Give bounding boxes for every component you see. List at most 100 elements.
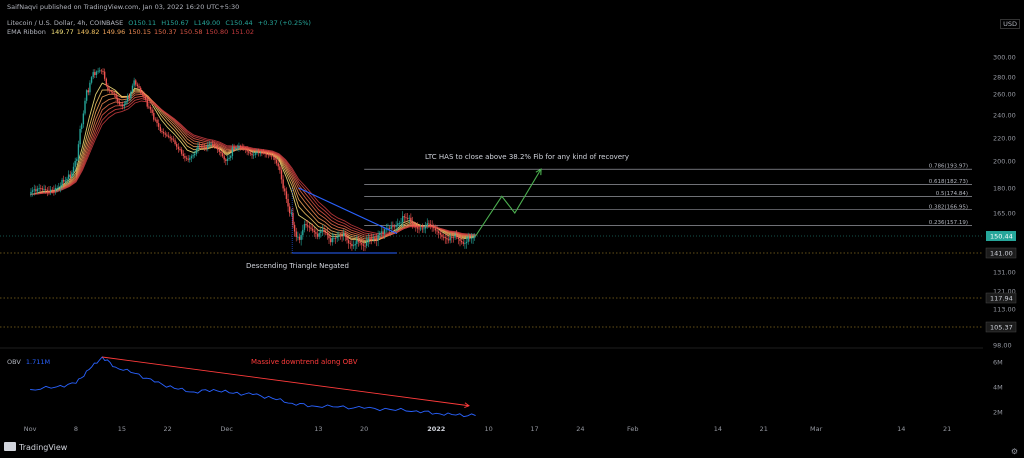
candle-body	[105, 78, 107, 86]
close-value: C150.44	[225, 19, 253, 27]
candle-body	[251, 153, 253, 156]
candle-body	[421, 228, 424, 230]
candle-body	[415, 226, 417, 228]
ema-value: 149.82	[76, 28, 100, 36]
candle-body	[169, 136, 171, 139]
support-level-badge: 105.37	[985, 321, 1017, 333]
candle-body	[375, 238, 378, 241]
candle-body	[411, 221, 414, 225]
ema-value: 150.15	[128, 28, 151, 36]
candle-body	[215, 145, 217, 148]
x-tick-label: Nov	[24, 425, 37, 433]
candle-body	[41, 188, 44, 190]
candle-body	[113, 93, 116, 95]
candle-body	[189, 158, 191, 160]
candle-body	[138, 86, 140, 88]
obv-legend: OBV 1.711M	[7, 358, 53, 366]
x-tick-label: 14	[714, 425, 722, 433]
obv-axis-label: 6M	[993, 359, 1003, 367]
candle-body	[157, 123, 160, 127]
candle-body	[297, 236, 299, 238]
candle-body	[67, 174, 70, 179]
candle-body	[112, 92, 114, 94]
candle-body	[154, 119, 157, 121]
candle-body	[452, 237, 455, 239]
publisher-line: SaifNaqvi published on TradingView.com, …	[7, 3, 240, 11]
candle-body	[351, 243, 353, 247]
candle-body	[161, 131, 163, 133]
candle-body	[100, 70, 103, 72]
fib-level-label: 0.382(166.95)	[929, 204, 968, 210]
candle-body	[117, 98, 119, 102]
obv-trend-arrowhead	[464, 402, 470, 408]
gear-icon[interactable]: ⚙	[1010, 447, 1018, 456]
ema-ribbon-line	[30, 90, 476, 241]
candle-body	[148, 106, 150, 108]
candle-body	[298, 236, 301, 240]
obv-axis-label: 2M	[993, 409, 1003, 417]
candle-body	[45, 189, 47, 190]
candle-body	[284, 188, 286, 192]
candle-body	[225, 159, 227, 161]
candle-body	[61, 179, 63, 187]
candle-body	[370, 238, 373, 240]
x-tick-label: 21	[760, 425, 768, 433]
candle-body	[406, 217, 409, 219]
candle-body	[264, 153, 266, 155]
x-tick-label: 13	[314, 425, 322, 433]
y-tick-label: 180.00	[993, 185, 1016, 193]
candle-body	[99, 70, 101, 72]
candle-body	[146, 99, 148, 107]
candle-body	[269, 154, 271, 156]
candle-body	[216, 147, 219, 150]
candle-body	[424, 225, 427, 229]
x-tick-label: 22	[164, 425, 172, 433]
fib-level-label: 0.786(193.97)	[929, 164, 968, 170]
triangle-upper-line	[298, 187, 398, 235]
symbol-line: Litecoin / U.S. Dollar, 4h, COINBASE O15…	[7, 19, 314, 27]
candle-body	[236, 147, 238, 149]
candle-body	[95, 71, 98, 75]
candle-body	[397, 223, 399, 226]
candle-body	[352, 245, 355, 247]
candle-body	[326, 232, 329, 236]
candle-body	[177, 146, 180, 150]
tradingview-logo[interactable]: TradingView	[4, 442, 67, 452]
obv-value: 1.711M	[25, 358, 51, 366]
candle-body	[423, 228, 425, 230]
candle-body	[334, 237, 337, 239]
candle-body	[390, 226, 392, 229]
currency-badge[interactable]: USD	[1000, 19, 1020, 29]
high-value: H150.67	[161, 19, 189, 27]
x-tick-label: Mar	[810, 425, 823, 433]
candle-body	[81, 124, 83, 129]
candle-body	[344, 233, 347, 237]
ema-ribbon-label: EMA Ribbon	[7, 28, 46, 36]
candle-body	[210, 143, 212, 145]
candle-body	[431, 225, 433, 227]
candle-body	[84, 100, 86, 114]
candle-body	[94, 72, 96, 75]
candle-body	[252, 154, 255, 156]
candle-body	[220, 151, 222, 154]
candle-body	[465, 241, 468, 244]
candle-body	[64, 180, 67, 182]
candle-body	[110, 90, 112, 93]
candle-body	[438, 231, 440, 233]
candle-body	[130, 91, 132, 99]
candle-body	[305, 224, 307, 226]
candle-body	[230, 156, 232, 158]
candle-body	[103, 71, 106, 79]
candle-body	[470, 238, 473, 240]
change-value: +0.37 (+0.25%)	[257, 19, 311, 27]
candle-body	[259, 152, 261, 154]
candle-body	[310, 227, 312, 229]
candle-body	[162, 132, 165, 134]
candle-body	[321, 229, 324, 232]
x-tick-label: 20	[360, 425, 368, 433]
candle-body	[239, 146, 242, 147]
candle-body	[97, 70, 99, 72]
candle-body	[133, 80, 135, 86]
candle-body	[274, 156, 276, 160]
